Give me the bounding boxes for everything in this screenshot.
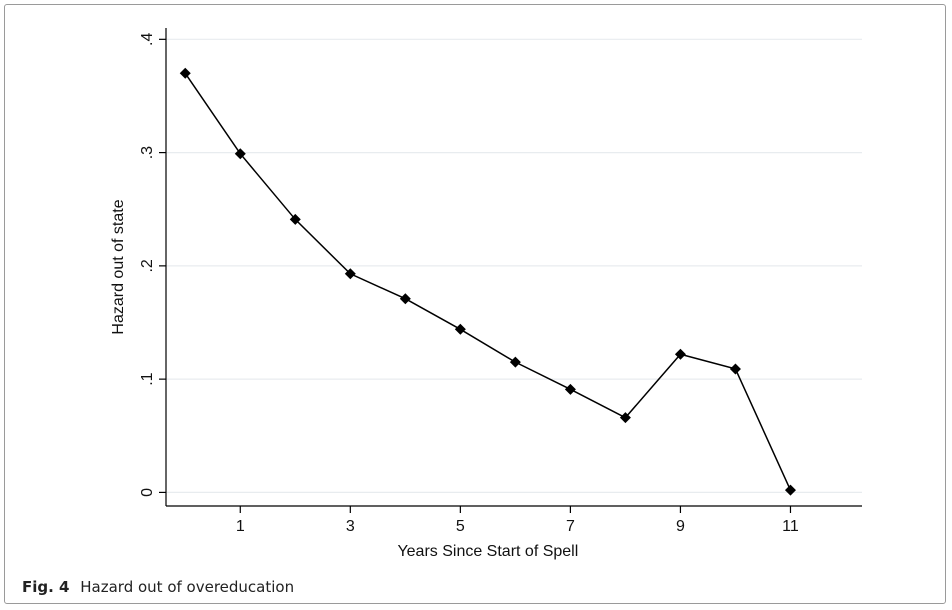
- y-tick-label: 0: [139, 488, 156, 497]
- y-axis-label: Hazard out of state: [110, 199, 127, 334]
- y-tick-label: .2: [139, 259, 156, 272]
- x-tick-label: 7: [566, 518, 575, 535]
- x-ticks: 1 3 5 7 9 11: [236, 506, 799, 535]
- x-tick-label: 9: [676, 518, 685, 535]
- x-axis-label: Years Since Start of Spell: [397, 543, 578, 560]
- y-tick-label: .4: [139, 33, 156, 46]
- data-point: [674, 348, 686, 360]
- y-tick-label: .1: [139, 372, 156, 385]
- hazard-chart: 0 .1 .2 .3 .4 1 3 5 7 9 11 Hazard out of state Ye…: [110, 28, 862, 560]
- data-point: [234, 148, 246, 160]
- y-ticks: 0 .1 .2 .3 .4: [139, 33, 166, 497]
- data-point: [179, 67, 191, 79]
- figure-label: Fig. 4: [22, 578, 70, 596]
- series: [179, 67, 796, 496]
- data-point: [619, 412, 631, 424]
- figure-frame: [4, 4, 946, 604]
- data-point: [729, 363, 741, 375]
- data-point: [509, 356, 521, 368]
- data-point: [289, 213, 301, 225]
- grid-lines: [166, 38, 862, 494]
- axes: [165, 28, 862, 507]
- x-tick-label: 11: [782, 518, 799, 535]
- data-point: [454, 323, 466, 335]
- x-tick-label: 3: [346, 518, 355, 535]
- data-point: [344, 268, 356, 280]
- series-line: [184, 72, 792, 491]
- data-point: [564, 383, 576, 395]
- data-point: [784, 484, 796, 496]
- data-point: [399, 293, 411, 305]
- figure-caption: Fig. 4 Hazard out of overeducation: [22, 578, 294, 596]
- x-tick-label: 5: [456, 518, 465, 535]
- y-tick-label: .3: [139, 146, 156, 159]
- figure-caption-text: Hazard out of overeducation: [80, 578, 295, 596]
- x-tick-label: 1: [236, 518, 245, 535]
